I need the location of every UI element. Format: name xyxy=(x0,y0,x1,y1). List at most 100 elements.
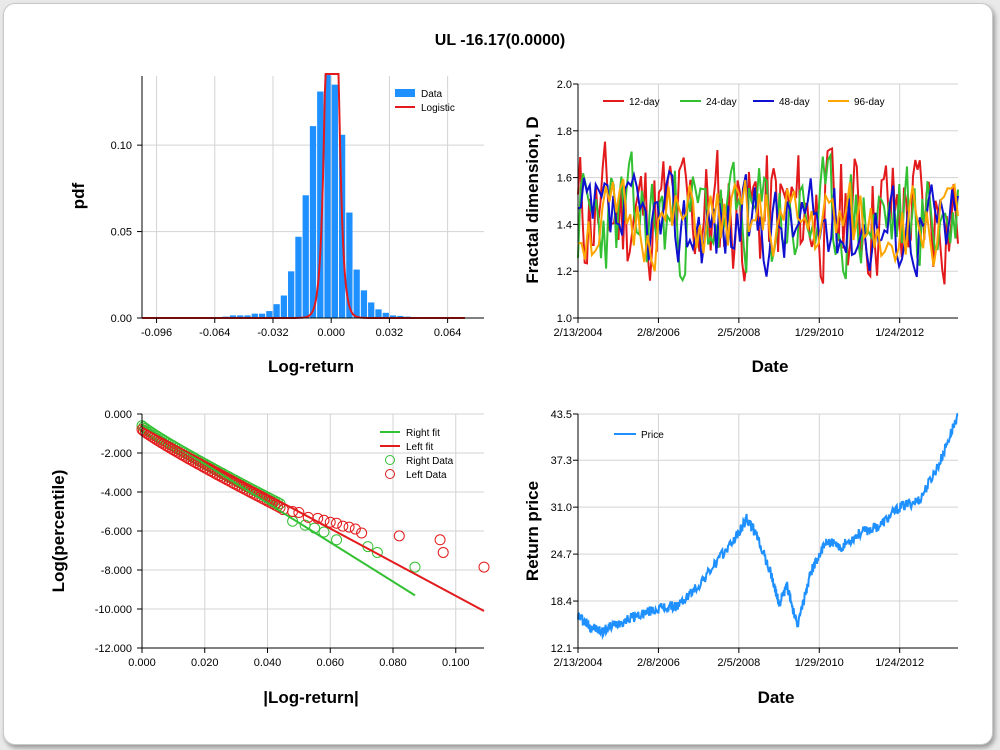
histogram-ylabel: pdf xyxy=(69,182,88,209)
histogram-legend: Data Logistic xyxy=(395,89,455,114)
x-tick-label: 1/24/2012 xyxy=(875,657,924,669)
histogram-bar xyxy=(244,315,251,318)
tail-axes: 0.000 0.020 0.040 0.060 0.080 0.100 0.000 -2.00… xyxy=(95,409,484,669)
y-tick-label: 0.05 xyxy=(111,227,132,239)
right-data-point xyxy=(371,546,383,558)
y-tick-label: 1.2 xyxy=(557,266,572,278)
price-line xyxy=(577,413,959,641)
figure-frame xyxy=(3,3,993,745)
tail-panel: 0.000 0.020 0.040 0.060 0.080 0.100 0.000 -2.00… xyxy=(49,409,490,707)
x-tick-label: 2/5/2008 xyxy=(717,327,760,339)
x-tick-label: 1/24/2012 xyxy=(875,327,924,339)
y-tick-label: 1.6 xyxy=(557,173,572,185)
left-data-point xyxy=(349,523,361,535)
price-xlabel: Date xyxy=(758,688,795,707)
figure-title: UL -16.17(0.0000) xyxy=(434,32,566,49)
legend-label-48-day: 48-day xyxy=(779,97,810,108)
y-tick-label: 31.0 xyxy=(551,502,572,514)
y-tick-label: 18.4 xyxy=(551,596,572,608)
y-tick-label: -12.000 xyxy=(95,643,132,655)
x-tick-label: 2/8/2006 xyxy=(637,327,680,339)
x-tick-label: 0.000 xyxy=(128,657,156,669)
x-tick-label: 2/5/2008 xyxy=(717,657,760,669)
histogram-panel: -0.096 -0.064 -0.032 0.000 0.032 0.064 0.00 0.0… xyxy=(69,73,484,376)
tail-xlabel: |Log-return| xyxy=(263,688,358,707)
histogram-bar xyxy=(389,315,397,318)
legend-label-96-day: 96-day xyxy=(854,97,885,108)
y-tick-label: 43.5 xyxy=(551,409,572,421)
y-tick-label: 1.0 xyxy=(557,313,572,325)
right-data-point xyxy=(138,421,150,433)
legend-swatch-right-data xyxy=(385,455,395,465)
left-data-point xyxy=(337,520,349,532)
x-tick-label: 0.100 xyxy=(442,657,470,669)
tail-ylabel: Log(percentile) xyxy=(49,470,68,593)
left-data-point xyxy=(356,527,368,539)
legend-label-left-fit: Left fit xyxy=(406,442,433,453)
price-ylabel: Return price xyxy=(523,481,542,581)
x-tick-label: 0.064 xyxy=(434,327,462,339)
legend-label-price: Price xyxy=(641,430,664,441)
histogram-bar xyxy=(229,315,237,318)
y-tick-label: 37.3 xyxy=(551,455,572,467)
histogram-bar xyxy=(302,195,309,318)
y-tick-label: 2.0 xyxy=(557,79,572,91)
tail-points xyxy=(136,420,490,573)
fractal-ylabel: Fractal dimension, D xyxy=(523,116,542,283)
histogram-bar xyxy=(309,126,317,318)
x-tick-label: 0.040 xyxy=(254,657,282,669)
x-tick-label: 2/8/2006 xyxy=(637,657,680,669)
histogram-bar xyxy=(331,84,338,319)
x-tick-label: -0.032 xyxy=(257,327,288,339)
legend-label-24-day: 24-day xyxy=(706,97,737,108)
x-tick-label: 1/29/2010 xyxy=(795,327,844,339)
left-data-point xyxy=(331,517,343,529)
x-tick-label: 2/13/2004 xyxy=(554,327,603,339)
right-data-point xyxy=(409,561,421,573)
histogram-bar xyxy=(258,313,266,318)
histogram-bar xyxy=(346,212,353,318)
histogram-bar xyxy=(368,302,375,318)
x-tick-label: 0.020 xyxy=(191,657,219,669)
left-data-point xyxy=(434,534,446,546)
histogram-bar xyxy=(266,311,273,318)
histogram-bar xyxy=(375,309,382,318)
x-tick-label: 0.000 xyxy=(317,327,345,339)
left-data-point xyxy=(293,506,305,518)
fractal-legend: 12-day 24-day 48-day 96-day xyxy=(603,97,885,108)
y-tick-label: 1.8 xyxy=(557,126,572,138)
price-panel: 2/13/2004 2/8/2006 2/5/2008 1/29/2010 1/24/2… xyxy=(523,409,959,707)
x-tick-label: -0.096 xyxy=(141,327,172,339)
left-data-point xyxy=(393,530,405,542)
fractal-series-line xyxy=(577,169,959,278)
histogram-bar xyxy=(273,304,280,318)
y-tick-label: -10.000 xyxy=(95,604,132,616)
price-legend: Price xyxy=(614,430,664,441)
tail-legend: Right fit Left fit Right Data Left Data xyxy=(380,428,454,481)
left-data-point xyxy=(478,561,490,573)
legend-label-data: Data xyxy=(421,89,443,100)
right-data-point xyxy=(331,534,343,546)
x-tick-label: 0.060 xyxy=(316,657,344,669)
x-tick-label: -0.064 xyxy=(199,327,230,339)
histogram-bar xyxy=(237,315,244,318)
y-tick-label: 0.000 xyxy=(104,409,132,421)
histogram-bar xyxy=(324,74,331,319)
legend-label-right-fit: Right fit xyxy=(406,428,440,439)
histogram-bar xyxy=(295,236,302,318)
histogram-bar xyxy=(353,269,360,318)
y-tick-label: -8.000 xyxy=(101,565,132,577)
fractal-panel: 2/13/2004 2/8/2006 2/5/2008 1/29/2010 1/24/2… xyxy=(523,79,959,376)
left-fit-line xyxy=(141,426,485,612)
y-tick-label: 24.7 xyxy=(551,549,572,561)
y-tick-label: 0.10 xyxy=(111,140,132,152)
histogram-bar xyxy=(251,313,258,318)
histogram-bar xyxy=(317,91,324,318)
y-tick-label: 0.00 xyxy=(111,313,132,325)
y-tick-label: -6.000 xyxy=(101,526,132,538)
histogram-bar xyxy=(382,312,389,318)
right-data-point xyxy=(318,526,330,538)
y-tick-label: 1.4 xyxy=(557,219,572,231)
histogram-xlabel: Log-return xyxy=(268,357,354,376)
y-tick-label: -2.000 xyxy=(101,448,132,460)
